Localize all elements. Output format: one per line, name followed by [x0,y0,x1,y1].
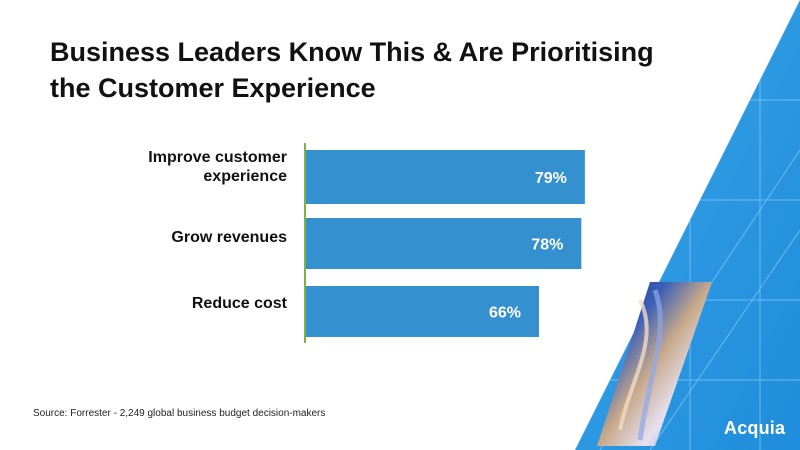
source-note: Source: Forrester - 2,249 global busines… [33,408,326,419]
category-label-0-line-1: Improve customer [148,149,287,166]
bar-value-label-0: 79% [535,170,567,187]
bar-0 [306,150,585,204]
category-label-1: Grow revenues [17,228,287,247]
page-title: Business Leaders Know This & Are Priorit… [50,34,690,106]
category-label-0-line-2: experience [203,168,287,185]
title-line-1: Business Leaders Know This & Are Priorit… [50,37,654,67]
acquia-logo: Acquia [724,418,786,438]
bar-2 [306,286,539,337]
category-label-2: Reduce cost [17,294,287,313]
bar-value-label-2: 66% [489,305,521,322]
title-line-2: the Customer Experience [50,73,376,103]
category-label-2-line-1: Reduce cost [191,295,287,312]
blue-corner-shape [575,0,800,450]
bar-value-label-1: 78% [531,237,563,254]
category-label-1-line-1: Grow revenues [171,229,287,246]
bar-1 [306,218,582,269]
category-label-0: Improve customer experience [17,148,287,186]
